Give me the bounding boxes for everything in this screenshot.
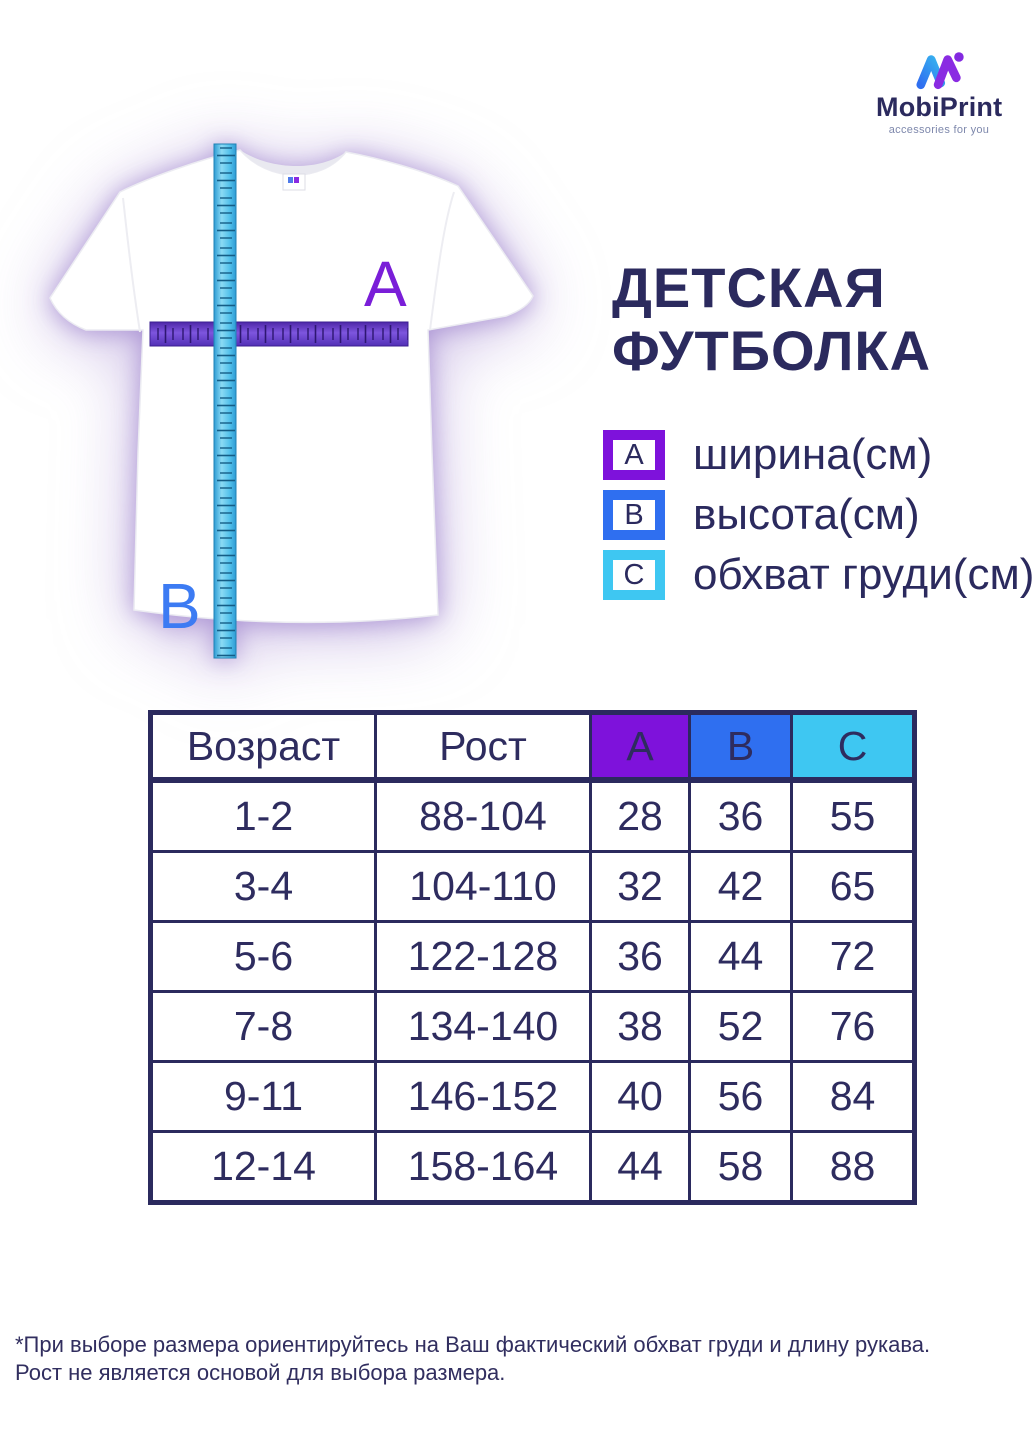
- age-cell: 3-4: [149, 850, 377, 923]
- table-row: 7-8 134-140 38 52 76: [149, 990, 916, 1063]
- age-cell: 9-11: [149, 1060, 377, 1133]
- measure-legend: A ширина(см) B высота(см) C обхват груди…: [603, 430, 1034, 610]
- page-title-line2: ФУТБОЛКА: [612, 319, 932, 382]
- height-cell: 146-152: [374, 1060, 592, 1133]
- chest-c-cell: 76: [790, 990, 916, 1063]
- height-b-cell: 42: [688, 850, 793, 923]
- height-b-cell: 52: [688, 990, 793, 1063]
- tshirt-body: [49, 149, 534, 624]
- height-b-cell: 58: [688, 1130, 793, 1204]
- height-cell: 122-128: [374, 920, 592, 993]
- col-header-height: Рост: [374, 711, 592, 783]
- table-row: 1-2 88-104 28 36 55: [149, 778, 916, 853]
- age-cell: 12-14: [149, 1130, 377, 1204]
- width-a-cell: 28: [589, 778, 691, 853]
- mobiprint-logo-icon: [916, 52, 964, 90]
- age-cell: 5-6: [149, 920, 377, 993]
- width-a-cell: 36: [589, 920, 691, 993]
- brand-logo: MobiPrint accessories for you: [876, 50, 1002, 136]
- legend-swatch-a: A: [603, 430, 665, 480]
- legend-swatch-c: C: [603, 550, 665, 600]
- col-header-a: A: [589, 711, 691, 783]
- table-row: 3-4 104-110 32 42 65: [149, 850, 916, 923]
- chest-c-cell: 84: [790, 1060, 916, 1133]
- legend-item-height: B высота(см): [603, 490, 1034, 540]
- height-cell: 134-140: [374, 990, 592, 1063]
- footnote-line2: Рост не является основой для выбора разм…: [15, 1360, 506, 1385]
- page-title: ДЕТСКАЯ ФУТБОЛКА: [612, 256, 931, 382]
- shirt-width-marker-a: A: [364, 248, 407, 320]
- height-b-cell: 36: [688, 778, 793, 853]
- col-header-b: B: [688, 711, 793, 783]
- table-row: 9-11 146-152 40 56 84: [149, 1060, 916, 1133]
- horizontal-measuring-tape: [149, 321, 409, 347]
- chest-c-cell: 72: [790, 920, 916, 993]
- legend-label-chest: обхват груди(см): [693, 550, 1035, 599]
- collar-brand-tag: [282, 173, 306, 191]
- height-b-cell: 44: [688, 920, 793, 993]
- width-a-cell: 32: [589, 850, 691, 923]
- height-cell: 104-110: [374, 850, 592, 923]
- width-a-cell: 40: [589, 1060, 691, 1133]
- height-cell: 88-104: [374, 778, 592, 853]
- age-cell: 1-2: [149, 778, 377, 853]
- legend-item-width: A ширина(см): [603, 430, 1034, 480]
- legend-label-height: высота(см): [693, 490, 920, 539]
- brand-tagline: accessories for you: [888, 124, 990, 136]
- page-title-line1: ДЕТСКАЯ: [612, 256, 886, 319]
- tshirt-illustration: A B: [28, 118, 576, 683]
- height-cell: 158-164: [374, 1130, 592, 1204]
- size-table: Возраст Рост A B C 1-2 88-104 28 36 55 3…: [148, 710, 917, 1205]
- size-table-header-row: Возраст Рост A B C: [149, 711, 916, 783]
- chest-c-cell: 55: [790, 778, 916, 853]
- legend-swatch-b: B: [603, 490, 665, 540]
- table-row: 5-6 122-128 36 44 72: [149, 920, 916, 993]
- chest-c-cell: 88: [790, 1130, 916, 1204]
- brand-name: MobiPrint: [876, 92, 1003, 122]
- col-header-age: Возраст: [149, 711, 377, 783]
- width-a-cell: 44: [589, 1130, 691, 1204]
- chest-c-cell: 65: [790, 850, 916, 923]
- shirt-height-marker-b: B: [158, 570, 201, 642]
- collar: [240, 150, 346, 176]
- col-header-c: C: [790, 711, 916, 783]
- footnote-line1: *При выборе размера ориентируйтесь на Ва…: [15, 1332, 931, 1357]
- vertical-measuring-tape: [213, 143, 237, 659]
- width-a-cell: 38: [589, 990, 691, 1063]
- age-cell: 7-8: [149, 990, 377, 1063]
- size-selection-footnote: *При выборе размера ориентируйтесь на Ва…: [15, 1331, 1030, 1387]
- legend-label-width: ширина(см): [693, 430, 933, 479]
- table-row: 12-14 158-164 44 58 88: [149, 1130, 916, 1204]
- legend-item-chest: C обхват груди(см): [603, 550, 1034, 600]
- height-b-cell: 56: [688, 1060, 793, 1133]
